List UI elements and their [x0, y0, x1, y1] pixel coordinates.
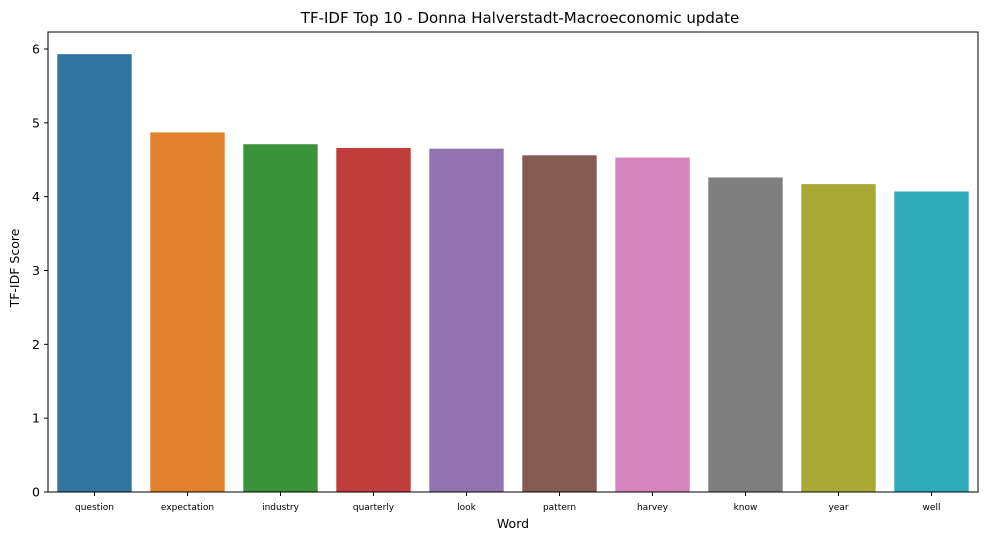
- x-tick-label: quarterly: [353, 503, 395, 513]
- y-tick-label: 2: [32, 337, 40, 352]
- chart-title: TF-IDF Top 10 - Donna Halverstadt-Macroe…: [300, 9, 739, 27]
- bar-harvey: [615, 157, 690, 492]
- x-axis-ticks: question expectation industry quarterly look…: [75, 492, 940, 513]
- x-tick-label: expectation: [161, 503, 214, 513]
- x-tick-label: harvey: [637, 503, 669, 513]
- x-tick-label: industry: [262, 503, 300, 513]
- y-axis-label: TF-IDF Score: [7, 228, 22, 308]
- bar-industry: [243, 144, 318, 492]
- x-tick-label: look: [457, 503, 477, 513]
- y-tick-label: 3: [32, 263, 40, 278]
- bar-quarterly: [336, 147, 411, 492]
- x-tick-label: well: [923, 503, 941, 513]
- x-tick-label: know: [734, 503, 758, 513]
- bar-well: [894, 191, 969, 492]
- bars-group: [57, 54, 969, 493]
- bar-know: [708, 177, 783, 492]
- x-tick-label: year: [828, 503, 848, 513]
- y-tick-label: 1: [32, 411, 40, 426]
- y-tick-label: 4: [32, 189, 40, 204]
- x-axis-label: Word: [497, 516, 529, 531]
- x-tick-label: pattern: [543, 503, 576, 513]
- bar-pattern: [522, 155, 597, 492]
- y-tick-label: 5: [32, 115, 40, 130]
- y-tick-label: 0: [32, 485, 40, 500]
- bar-look: [429, 148, 504, 492]
- x-tick-label: question: [75, 503, 114, 513]
- y-tick-label: 6: [32, 41, 40, 56]
- y-axis-ticks: 0 1 2 3 4 5 6: [32, 41, 48, 500]
- bar-expectation: [150, 132, 225, 492]
- bar-year: [801, 184, 876, 492]
- plot-frame: [47, 31, 979, 493]
- bar-question: [57, 54, 132, 493]
